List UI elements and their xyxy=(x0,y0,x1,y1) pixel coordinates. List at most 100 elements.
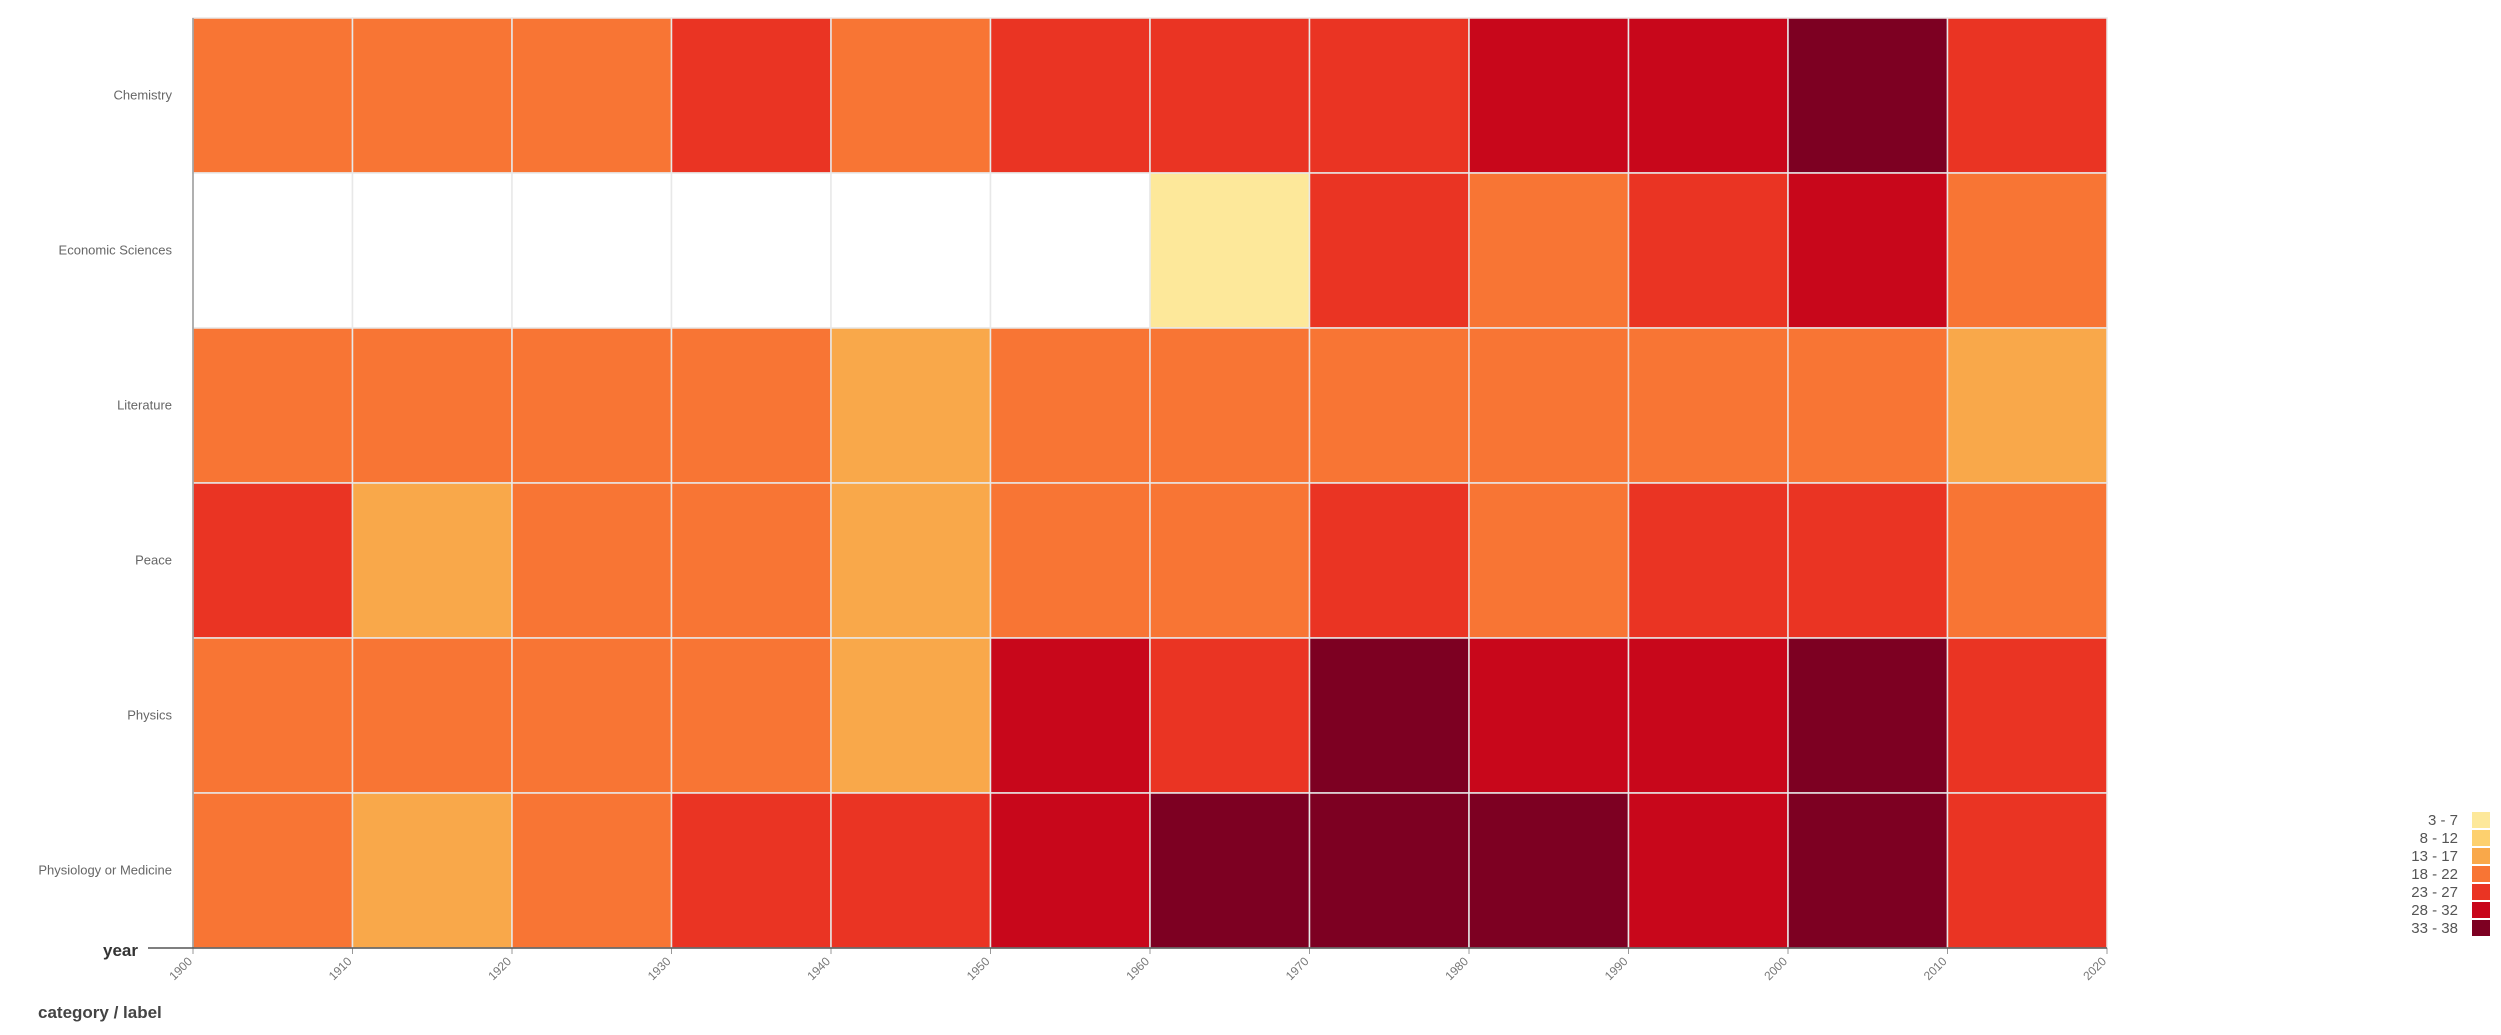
heatmap-cell xyxy=(1946,482,2108,639)
heatmap-cell xyxy=(830,792,992,949)
heatmap-cell xyxy=(1787,17,1949,174)
heatmap-cell xyxy=(1468,792,1630,949)
heatmap-cell xyxy=(1308,17,1470,174)
x-tick-label: 2010 xyxy=(1921,954,1950,983)
x-tick-label: 1940 xyxy=(804,954,833,983)
heatmap-cell xyxy=(1308,637,1470,794)
heatmap-cell xyxy=(670,17,832,174)
heatmap-cell xyxy=(670,792,832,949)
heatmap-cell xyxy=(1149,482,1311,639)
x-tick-label: 1900 xyxy=(166,954,195,983)
x-tick-label: 1920 xyxy=(485,954,514,983)
legend-swatch xyxy=(2472,866,2490,882)
heatmap-cell xyxy=(351,637,513,794)
heatmap-cell xyxy=(1308,482,1470,639)
heatmap-cell xyxy=(1787,327,1949,484)
x-tick-label: 1950 xyxy=(964,954,993,983)
legend-label: 3 - 7 xyxy=(2428,812,2458,829)
heatmap-cell xyxy=(1468,172,1630,329)
heatmap-cell xyxy=(1308,172,1470,329)
heatmap-cell xyxy=(1308,327,1470,484)
heatmap-cell xyxy=(830,17,992,174)
heatmap-cell xyxy=(830,637,992,794)
heatmap-cell xyxy=(670,172,832,329)
heatmap-cell xyxy=(1627,172,1789,329)
heatmap-cell xyxy=(192,327,354,484)
row-label: Chemistry xyxy=(113,88,172,103)
row-label: Literature xyxy=(117,398,172,413)
heatmap-cell xyxy=(830,482,992,639)
legend-label: 18 - 22 xyxy=(2411,866,2458,883)
x-axis-title: year xyxy=(103,941,138,960)
x-tick-label: 1910 xyxy=(326,954,355,983)
heatmap-cell xyxy=(830,172,992,329)
x-tick-label: 1970 xyxy=(1283,954,1312,983)
legend-swatch xyxy=(2472,902,2490,918)
legend-label: 33 - 38 xyxy=(2411,920,2458,937)
heatmap-cell xyxy=(1149,327,1311,484)
legend-swatch xyxy=(2472,920,2490,936)
heatmap-cell xyxy=(670,637,832,794)
heatmap-cell xyxy=(989,482,1151,639)
heatmap-cell xyxy=(1946,327,2108,484)
heatmap-cell xyxy=(351,792,513,949)
heatmap-cell xyxy=(511,482,673,639)
row-labels: Chemistry Economic Sciences Literature Peac… xyxy=(38,88,172,878)
heatmap-cells xyxy=(192,17,2108,949)
heatmap-cell xyxy=(1627,792,1789,949)
heatmap-cell xyxy=(989,327,1151,484)
row-label: Physiology or Medicine xyxy=(38,863,172,878)
legend-swatch xyxy=(2472,848,2490,864)
row-label: Physics xyxy=(127,708,172,723)
row-label: Peace xyxy=(135,553,172,568)
heatmap-cell xyxy=(1468,482,1630,639)
legend-swatch xyxy=(2472,812,2490,828)
heatmap-cell xyxy=(192,482,354,639)
heatmap-cell xyxy=(1149,17,1311,174)
x-axis-ticks: 1900 1910 1920 1930 1940 1950 1960 1970 1980 1990… xyxy=(166,948,2109,983)
heatmap-cell xyxy=(192,17,354,174)
x-tick-label: 1930 xyxy=(645,954,674,983)
x-tick-label: 1960 xyxy=(1123,954,1152,983)
heatmap-cell xyxy=(1308,792,1470,949)
heatmap-cell xyxy=(351,172,513,329)
heatmap-cell xyxy=(989,637,1151,794)
heatmap-cell xyxy=(511,172,673,329)
heatmap-cell xyxy=(670,482,832,639)
heatmap-cell xyxy=(1468,17,1630,174)
heatmap-cell xyxy=(989,792,1151,949)
heatmap-cell xyxy=(351,17,513,174)
row-label: Economic Sciences xyxy=(59,243,173,258)
legend-label: 28 - 32 xyxy=(2411,902,2458,919)
category-label-footer: category / label xyxy=(38,1003,162,1022)
heatmap-cell xyxy=(1149,172,1311,329)
heatmap-cell xyxy=(1468,327,1630,484)
heatmap-cell xyxy=(1149,792,1311,949)
legend-label: 8 - 12 xyxy=(2420,830,2458,847)
heatmap-cell xyxy=(1946,17,2108,174)
heatmap-cell xyxy=(192,792,354,949)
axis-lines xyxy=(148,18,2107,949)
x-tick-label: 2000 xyxy=(1761,954,1790,983)
heatmap-cell xyxy=(1946,792,2108,949)
heatmap-cell xyxy=(1787,637,1949,794)
heatmap-cell xyxy=(1627,637,1789,794)
heatmap-cell xyxy=(1787,482,1949,639)
x-tick-label: 1980 xyxy=(1442,954,1471,983)
heatmap-cell xyxy=(1627,482,1789,639)
heatmap-cell xyxy=(1787,172,1949,329)
legend-label: 13 - 17 xyxy=(2411,848,2458,865)
heatmap-cell xyxy=(511,17,673,174)
x-tick-label: 2020 xyxy=(2080,954,2109,983)
heatmap-cell xyxy=(511,327,673,484)
heatmap-cell xyxy=(511,792,673,949)
heatmap-cell xyxy=(1149,637,1311,794)
heatmap-cell xyxy=(1787,792,1949,949)
heatmap-cell xyxy=(351,327,513,484)
legend-label: 23 - 27 xyxy=(2411,884,2458,901)
heatmap-cell xyxy=(1468,637,1630,794)
heatmap-cell xyxy=(511,637,673,794)
heatmap-cell xyxy=(670,327,832,484)
